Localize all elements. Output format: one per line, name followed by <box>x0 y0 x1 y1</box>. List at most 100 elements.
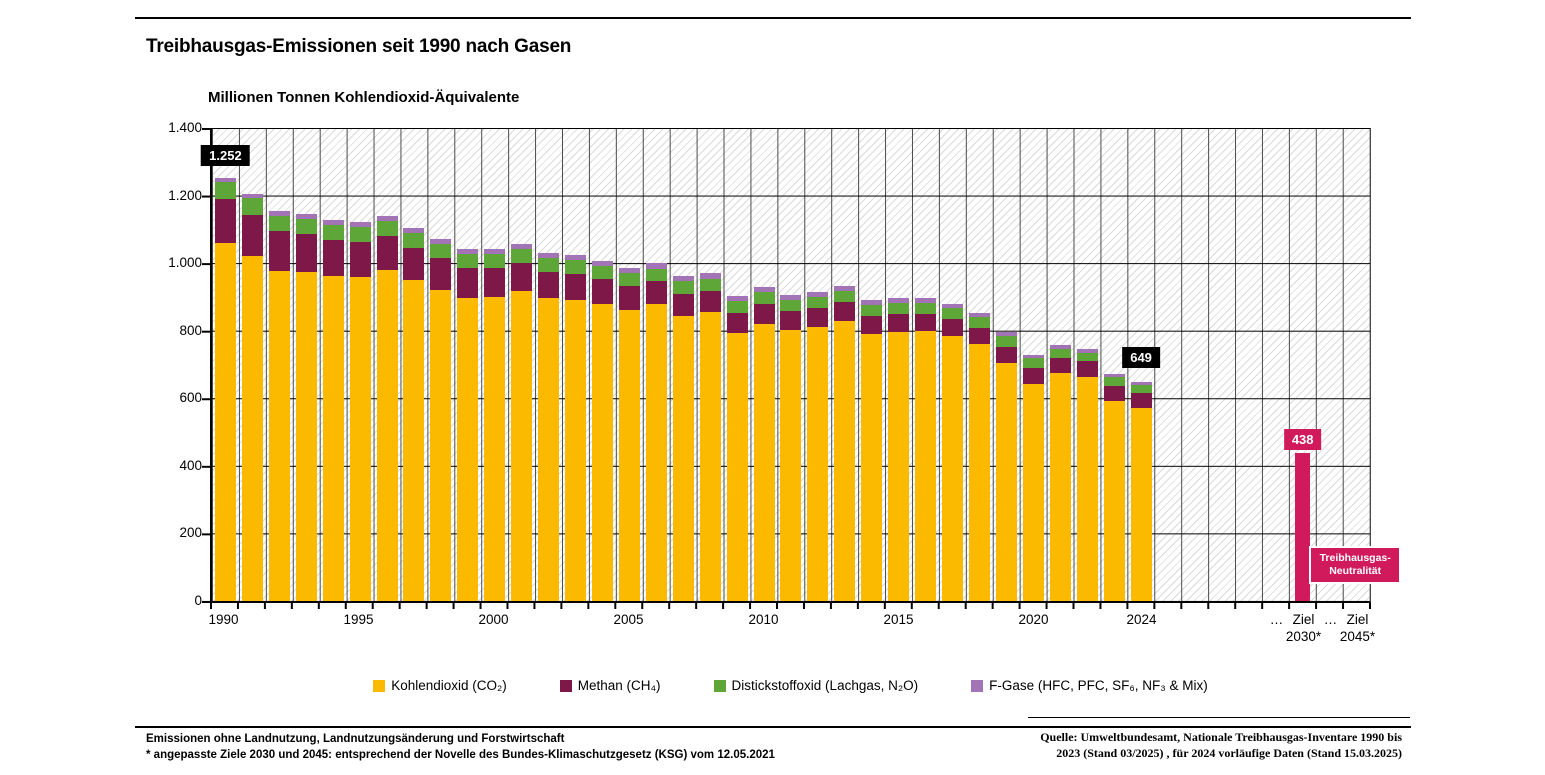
legend-item-co2: Kohlendioxid (CO₂) <box>373 678 507 693</box>
bar-2017-co2 <box>942 336 964 601</box>
bar-2005 <box>618 128 640 601</box>
x-tick-line-1: 2020 <box>1018 612 1049 627</box>
bar-2021-f <box>1049 344 1071 349</box>
bar-2018-f <box>969 312 990 318</box>
x-tick-label-2024: 2024 <box>1126 611 1156 628</box>
bar-2022-f <box>1076 348 1098 353</box>
bar-1991-ch4 <box>241 214 263 257</box>
bar-2004-ch4 <box>591 279 613 305</box>
bar-2014-co2 <box>861 334 883 601</box>
bar-2000-n2o <box>484 254 506 268</box>
bar-2020-f <box>1022 354 1044 359</box>
bar-2003-f <box>565 255 587 261</box>
bar-2009-f <box>726 295 748 301</box>
footnotes: Emissionen ohne Landnutzung, Landnutzung… <box>146 732 775 763</box>
treibhausgas-neutralitaet-label: Treibhausgas- Neutralität <box>1309 546 1401 585</box>
bar-1990-ch4 <box>214 199 236 244</box>
bar-2015-n2o <box>888 303 910 315</box>
x-tick-line-1: 1990 <box>208 612 239 627</box>
legend-item-f: F-Gase (HFC, PFC, SF₆, NF₃ & Mix) <box>971 678 1208 693</box>
x-tick-line-1: 2005 <box>613 612 644 627</box>
bar-1994-n2o <box>322 224 344 240</box>
bar-2013 <box>834 128 856 601</box>
bar-2006-ch4 <box>645 281 667 305</box>
x-tick-label-…: … <box>1324 611 1338 628</box>
x-tick-line-2: 2045* <box>1339 629 1376 644</box>
bar-1993-n2o <box>295 218 317 235</box>
bar-1997-f <box>403 228 425 234</box>
bar-2006-f <box>645 263 667 269</box>
x-tick-line-1: Ziel <box>1346 612 1369 627</box>
bar-2023-ch4 <box>1103 385 1125 401</box>
bar-2013-co2 <box>834 320 856 601</box>
bar-2014 <box>861 128 883 601</box>
x-tick-line-1: Ziel <box>1292 612 1315 627</box>
bar-2002-co2 <box>538 298 560 601</box>
x-tick-line-1: 2015 <box>883 612 914 627</box>
bar-1991-f <box>241 193 263 199</box>
bar-2018-co2 <box>969 344 990 601</box>
bar-2008-f <box>699 273 721 279</box>
bar-2013-n2o <box>834 290 856 303</box>
bar-2000-ch4 <box>484 267 506 297</box>
y-tick-label-1.400: 1.400 <box>168 120 202 135</box>
bar-2016-ch4 <box>915 314 937 332</box>
bar-2008-co2 <box>699 312 721 601</box>
x-tick-label-…: … <box>1270 611 1284 628</box>
x-tick-label-2020: 2020 <box>1018 611 1048 628</box>
bar-2016-n2o <box>915 303 937 315</box>
legend-label-f: F-Gase (HFC, PFC, SF₆, NF₃ & Mix) <box>989 678 1208 693</box>
bar-2001-co2 <box>511 290 533 601</box>
bar-2008-n2o <box>699 278 721 292</box>
bar-2020-ch4 <box>1022 367 1044 384</box>
bar-2008-ch4 <box>699 291 721 313</box>
bar-1991-co2 <box>241 256 263 601</box>
bar-2001-ch4 <box>511 263 533 291</box>
legend-label-n2o: Distickstoffoxid (Lachgas, N₂O) <box>731 678 919 693</box>
bar-1999-f <box>457 248 479 255</box>
plot-area: 1.252 649 438 Treibhausgas- Neutralität <box>201 128 1401 603</box>
bar-1997-co2 <box>403 280 425 601</box>
bar-2022 <box>1076 128 1098 601</box>
bar-1994-co2 <box>322 276 344 601</box>
chart-legend: Kohlendioxid (CO₂) Methan (CH₄) Disticksto… <box>210 678 1371 693</box>
bar-2005-co2 <box>618 309 640 601</box>
bar-2010-ch4 <box>753 304 775 324</box>
bar-2006-co2 <box>645 304 667 601</box>
bar-2010-f <box>753 286 775 292</box>
bar-1993-co2 <box>295 272 317 601</box>
bar-2015-ch4 <box>888 314 910 332</box>
bar-1990-f <box>214 178 236 183</box>
bar-2017 <box>942 128 964 601</box>
legend-swatch-f <box>971 679 984 692</box>
y-tick-label-1.000: 1.000 <box>168 255 202 271</box>
bar-2009-co2 <box>726 333 748 601</box>
top-rule <box>135 17 1411 19</box>
bar-2022-co2 <box>1076 376 1098 601</box>
bar-2009-n2o <box>726 301 748 314</box>
bar-2024-ch4 <box>1130 393 1152 408</box>
bar-1993-f <box>295 213 317 219</box>
bar-2013-f <box>834 285 856 291</box>
bar-2024-co2 <box>1130 407 1152 601</box>
source-line-2: 2023 (Stand 03/2025) , für 2024 vorläufi… <box>1056 745 1402 760</box>
bar-2000 <box>484 128 506 601</box>
bar-2022-n2o <box>1076 352 1098 362</box>
bar-2018-ch4 <box>969 327 990 345</box>
x-axis-labels: 1990 1995 2000 2005 2010 2015 2020 2024 … Ziel 203… <box>208 611 1375 647</box>
x-tick-line-1: 2024 <box>1126 612 1157 627</box>
bar-2012-n2o <box>807 296 829 309</box>
x-tick-label-2015: 2015 <box>883 611 913 628</box>
x-tick-line-2: 2030* <box>1285 629 1322 644</box>
bar-2007-co2 <box>672 315 694 601</box>
bar-2004-co2 <box>591 304 613 601</box>
bar-1997 <box>403 128 425 601</box>
bar-2017-n2o <box>942 308 964 320</box>
bar-2003-n2o <box>565 260 587 274</box>
bar-2016 <box>915 128 937 601</box>
chart-title: Treibhausgas-Emissionen seit 1990 nach G… <box>146 36 572 57</box>
bar-2021-co2 <box>1049 373 1071 601</box>
bar-1994-ch4 <box>322 239 344 277</box>
bar-2018 <box>969 128 990 601</box>
